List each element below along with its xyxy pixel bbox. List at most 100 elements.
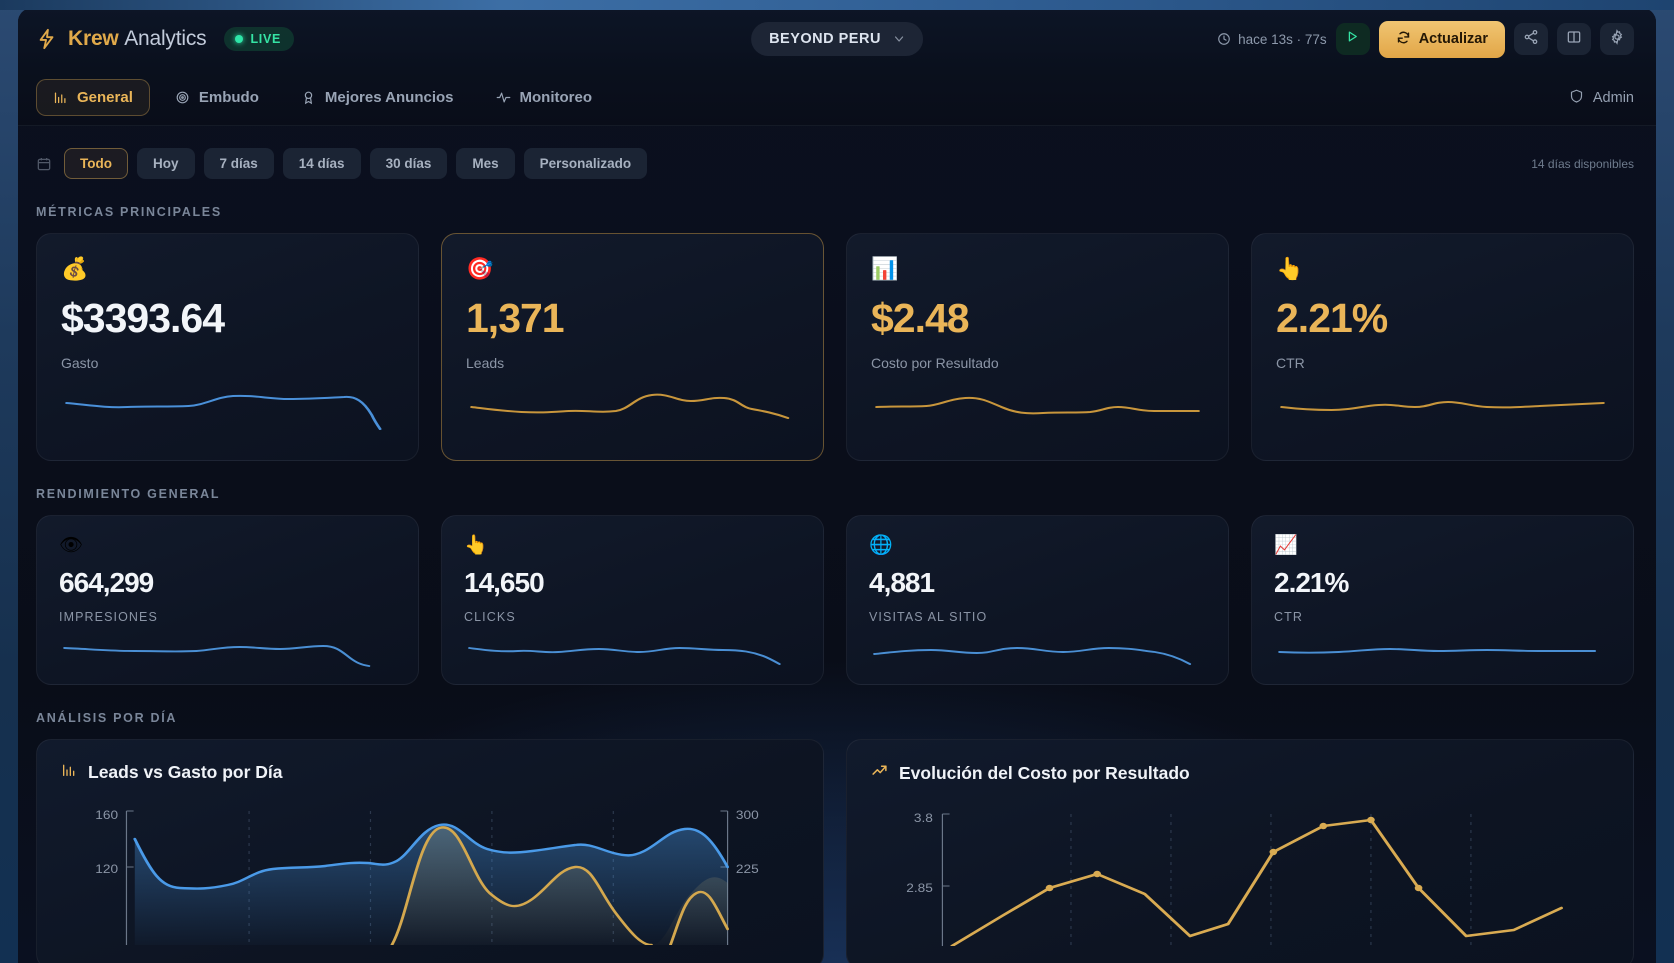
- date-range-filters: Todo Hoy 7 días 14 días 30 días Mes Pers…: [18, 126, 1656, 179]
- metric-card-gasto[interactable]: 💰 $3393.64 Gasto: [36, 233, 419, 461]
- metric-value: 2.21%: [1276, 295, 1388, 341]
- performance-metrics-row: 👁 664,299 IMPRESIONES 👆 14,650 CLICKS 🌐 …: [18, 501, 1656, 685]
- play-icon: [1345, 29, 1360, 49]
- main-nav: General Embudo Mejores Anuncios Monitore…: [18, 70, 1656, 126]
- section-title-primary: MÉTRICAS PRINCIPALES: [36, 205, 222, 219]
- metric-label: CTR: [1274, 610, 1303, 624]
- top-bar-actions: hace 13s · 77s Actualizar: [1217, 20, 1634, 58]
- metric-label: IMPRESIONES: [59, 610, 158, 624]
- bar-chart-icon: [61, 762, 77, 783]
- metric-label: Gasto: [61, 355, 99, 371]
- metric-value: 664,299: [59, 567, 154, 598]
- live-status-badge: LIVE: [224, 27, 295, 51]
- metric-value: 2.21%: [1274, 567, 1349, 598]
- sparkline: [873, 647, 1192, 665]
- globe-emoji: 🌐: [869, 535, 893, 556]
- metric-card-ctr[interactable]: 👆 2.21% CTR: [1251, 233, 1634, 461]
- award-icon: [301, 90, 316, 105]
- metric-label: VISITAS AL SITIO: [869, 610, 988, 624]
- metric-label: CTR: [1276, 355, 1305, 371]
- filter-hoy[interactable]: Hoy: [136, 148, 195, 179]
- evolucion-costo-plot: 3.8 2.85: [906, 812, 1563, 946]
- tab-embudo[interactable]: Embudo: [158, 79, 276, 116]
- activity-icon: [496, 90, 511, 105]
- chart-card-evolucion-costo[interactable]: Evolución del Costo por Resultado 3.8 2.…: [846, 739, 1634, 963]
- filter-mes[interactable]: Mes: [456, 148, 515, 179]
- eye-emoji: 👁: [59, 535, 84, 556]
- live-label: LIVE: [250, 32, 282, 46]
- chart-card-leads-vs-gasto[interactable]: Leads vs Gasto por Día 160 1: [36, 739, 824, 963]
- panel-layout-icon: [1566, 29, 1582, 50]
- brand-logo[interactable]: Krew Analytics: [36, 27, 207, 51]
- refresh-icon: [1396, 30, 1411, 49]
- sparkline: [875, 396, 1200, 415]
- bar-chart-emoji: 📊: [871, 256, 899, 281]
- metric-value: $3393.64: [61, 295, 225, 341]
- pointing-up-emoji: 👆: [464, 535, 488, 556]
- filter-30-dias[interactable]: 30 días: [369, 148, 448, 179]
- brand-sub: Analytics: [124, 27, 207, 50]
- admin-label: Admin: [1592, 89, 1634, 106]
- settings-button[interactable]: [1600, 23, 1634, 55]
- metric-card-visitas-al-sitio[interactable]: 🌐 4,881 VISITAS AL SITIO: [846, 515, 1229, 685]
- metric-value: $2.48: [871, 295, 970, 341]
- chart-header: Leads vs Gasto por Día: [61, 762, 799, 783]
- refresh-button[interactable]: Actualizar: [1378, 20, 1505, 58]
- sparkline: [1278, 648, 1597, 654]
- y-tick-120: 120: [95, 863, 118, 876]
- metric-label: Costo por Resultado: [871, 355, 999, 371]
- tab-mejores-anuncios-label: Mejores Anuncios: [324, 89, 454, 106]
- filter-7-dias[interactable]: 7 días: [203, 148, 274, 179]
- money-bag-emoji: 💰: [61, 256, 89, 281]
- bolt-icon: [36, 27, 58, 51]
- share-button[interactable]: [1514, 23, 1548, 55]
- chart-title: Evolución del Costo por Resultado: [899, 762, 1190, 783]
- metric-card-impresiones[interactable]: 👁 664,299 IMPRESIONES: [36, 515, 419, 685]
- metric-card-clicks[interactable]: 👆 14,650 CLICKS: [441, 515, 824, 685]
- y2-tick-300: 300: [736, 809, 759, 822]
- sparkline: [1280, 400, 1605, 412]
- metric-card-costo-por-resultado[interactable]: 📊 $2.48 Costo por Resultado: [846, 233, 1229, 461]
- filter-todo[interactable]: Todo: [64, 148, 128, 179]
- brand-main: Krew: [68, 27, 119, 50]
- metric-card-leads[interactable]: 🎯 1,371 Leads: [441, 233, 824, 461]
- tab-general[interactable]: General: [36, 79, 150, 116]
- play-button[interactable]: [1335, 23, 1370, 55]
- filter-personalizado[interactable]: Personalizado: [523, 148, 648, 179]
- y2-tick-225: 225: [736, 863, 759, 876]
- panel-layout-button[interactable]: [1557, 23, 1591, 55]
- account-selector[interactable]: BEYOND PERU: [751, 22, 923, 56]
- tab-mejores-anuncios[interactable]: Mejores Anuncios: [284, 79, 471, 116]
- y-tick-160: 160: [95, 809, 118, 822]
- target-icon: [175, 90, 190, 105]
- gear-icon: [1609, 28, 1625, 50]
- chart-up-emoji: 📈: [1274, 535, 1298, 556]
- y-tick-3-8: 3.8: [914, 812, 933, 825]
- shield-icon: [1569, 88, 1584, 108]
- sync-status: hace 13s · 77s: [1217, 32, 1327, 47]
- sparkline: [65, 394, 382, 430]
- admin-link[interactable]: Admin: [1569, 88, 1634, 108]
- sparkline: [470, 393, 790, 419]
- metric-value: 1,371: [466, 295, 565, 341]
- filter-14-dias[interactable]: 14 días: [282, 148, 361, 179]
- metric-value: 14,650: [464, 567, 545, 598]
- chart-title: Leads vs Gasto por Día: [88, 762, 283, 782]
- tab-monitoreo[interactable]: Monitoreo: [479, 79, 610, 116]
- sparkline: [468, 647, 781, 665]
- chevron-down-icon: [893, 33, 905, 45]
- metric-label: CLICKS: [464, 610, 516, 624]
- top-bar: Krew Analytics LIVE BEYOND PERU hace 13s…: [18, 8, 1656, 70]
- target-emoji: 🎯: [466, 256, 494, 281]
- tab-monitoreo-label: Monitoreo: [519, 89, 593, 106]
- daily-charts-row: Leads vs Gasto por Día 160 1: [18, 725, 1656, 963]
- metric-value: 4,881: [869, 567, 935, 598]
- top-glow: [0, 0, 1674, 10]
- y-tick-2-85: 2.85: [906, 882, 933, 895]
- sync-text: hace 13s · 77s: [1238, 31, 1327, 47]
- availability-note: 14 días disponibles: [1531, 156, 1634, 171]
- bar-chart-icon: [53, 90, 68, 105]
- section-title-daily: ANÁLISIS POR DÍA: [36, 711, 178, 725]
- metric-card-ctr-performance[interactable]: 📈 2.21% CTR: [1251, 515, 1634, 685]
